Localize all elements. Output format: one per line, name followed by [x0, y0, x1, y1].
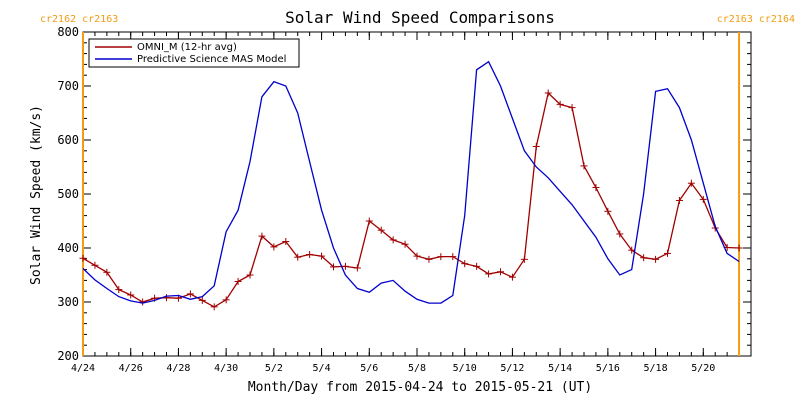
x-tick-label: 5/10	[453, 363, 477, 374]
y-tick-label: 600	[57, 133, 79, 147]
data-point	[437, 253, 445, 261]
series-layer	[79, 60, 743, 311]
y-tick-label: 500	[57, 187, 79, 201]
x-tick-label: 5/16	[596, 363, 620, 374]
plot-axes	[82, 31, 752, 357]
data-point	[127, 291, 135, 299]
x-tick-label: 4/30	[214, 363, 238, 374]
legend-label-mas: Predictive Science MAS Model	[137, 54, 286, 65]
data-point	[163, 294, 170, 302]
data-point	[687, 179, 695, 187]
data-point	[389, 236, 397, 244]
data-point	[306, 250, 314, 258]
data-point	[652, 255, 660, 263]
x-tick-label: 5/20	[691, 363, 715, 374]
x-tick-label: 5/4	[313, 363, 331, 374]
data-point	[294, 253, 302, 261]
data-point	[485, 270, 493, 278]
data-point	[461, 260, 469, 268]
carrington-label-left: cr2162 cr2163	[40, 14, 118, 25]
x-tick-label: 5/14	[548, 363, 572, 374]
data-point	[497, 268, 504, 276]
carrington-label-right: cr2163 cr2164	[717, 14, 795, 25]
data-point	[103, 268, 111, 276]
data-point	[425, 255, 433, 263]
y-tick-label: 300	[57, 295, 79, 309]
data-point	[258, 232, 266, 240]
data-point	[234, 277, 242, 285]
data-point	[198, 296, 206, 304]
data-point	[210, 303, 218, 311]
x-tick-label: 5/8	[408, 363, 426, 374]
data-point	[544, 89, 552, 97]
x-tick-label: 5/6	[360, 363, 378, 374]
series-line-1	[82, 60, 740, 304]
series-line-0	[82, 91, 740, 308]
y-tick-label: 700	[57, 79, 79, 93]
x-tick-label: 5/18	[644, 363, 668, 374]
data-point	[449, 253, 457, 261]
data-point	[91, 261, 99, 269]
data-point	[401, 240, 409, 248]
y-axis-ticks: 200 300 400 500 600 700 800	[57, 25, 751, 363]
data-point	[270, 243, 278, 251]
data-point	[735, 244, 743, 252]
carrington-markers	[82, 32, 741, 356]
data-point	[353, 264, 361, 272]
data-point	[341, 262, 349, 270]
data-point	[604, 207, 612, 215]
y-axis-label: Solar Wind Speed (km/s)	[29, 105, 44, 285]
data-point	[508, 273, 516, 281]
data-point	[580, 162, 588, 170]
data-point	[115, 286, 123, 294]
data-point	[592, 184, 600, 192]
data-point	[246, 271, 254, 279]
data-point	[699, 195, 707, 203]
x-tick-label: 5/12	[500, 363, 524, 374]
data-point	[330, 263, 337, 271]
data-point	[532, 142, 540, 150]
x-tick-label: 4/26	[119, 363, 143, 374]
legend: OMNI_M (12-hr avg) Predictive Science MA…	[88, 38, 300, 68]
data-point	[365, 217, 373, 225]
plot-frame	[82, 31, 752, 357]
data-point	[186, 290, 194, 298]
y-tick-label: 800	[57, 25, 79, 39]
data-point	[628, 246, 636, 254]
data-point	[282, 238, 290, 246]
data-point	[318, 252, 326, 260]
data-point	[616, 230, 624, 238]
data-point	[377, 226, 385, 234]
legend-label-omni: OMNI_M (12-hr avg)	[137, 42, 237, 53]
data-point	[520, 255, 528, 263]
data-point	[556, 100, 564, 108]
data-point	[664, 249, 671, 257]
x-axis-label: Month/Day from 2015-04-24 to 2015-05-21 …	[248, 380, 592, 395]
data-point	[79, 254, 87, 262]
y-tick-label: 200	[57, 349, 79, 363]
x-axis-ticks: 4/24 4/26 4/28 4/30 5/2 5/4 5/6 5/8 5/10 5/12 5/14…	[71, 32, 752, 374]
chart-title: Solar Wind Speed Comparisons	[285, 8, 555, 27]
data-point	[473, 262, 481, 270]
x-tick-label: 5/2	[265, 363, 283, 374]
legend-box	[88, 38, 300, 68]
data-point	[413, 252, 421, 260]
data-point	[568, 104, 576, 112]
data-point	[640, 254, 648, 262]
y-tick-label: 400	[57, 241, 79, 255]
x-tick-label: 4/28	[166, 363, 190, 374]
data-point	[222, 296, 230, 304]
x-tick-label: 4/24	[71, 363, 95, 374]
data-point	[675, 196, 683, 204]
